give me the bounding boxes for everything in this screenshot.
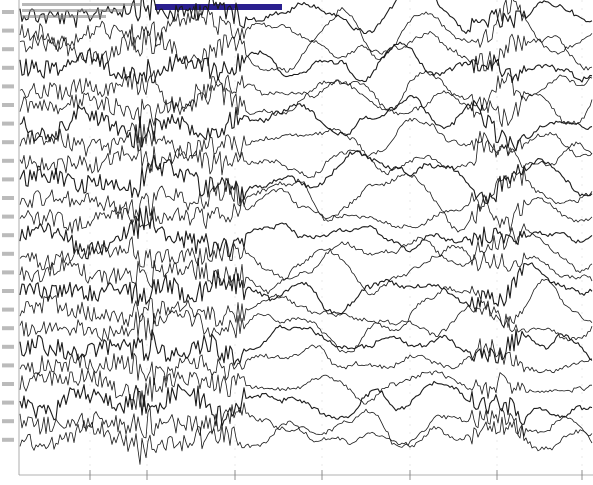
eeg-trace — [19, 223, 593, 281]
eeg-trace — [19, 380, 593, 427]
eeg-trace — [19, 338, 593, 386]
eeg-trace — [19, 117, 593, 162]
channel-label-mark — [2, 84, 14, 89]
eeg-trace — [19, 278, 593, 332]
eeg-trace — [19, 188, 593, 234]
channel-label-mark — [2, 196, 14, 200]
eeg-trace — [19, 150, 593, 205]
eeg-trace — [19, 205, 593, 260]
eeg-trace — [19, 95, 593, 152]
eeg-trace — [19, 300, 593, 354]
channel-label-mark — [2, 363, 14, 368]
channel-label-mark — [2, 270, 14, 275]
eeg-trace — [19, 167, 593, 233]
header-text-block — [22, 15, 106, 18]
channel-label-mark — [2, 382, 14, 386]
header-text-block — [22, 3, 142, 6]
channel-label-mark — [2, 214, 14, 219]
eeg-trace — [19, 262, 593, 315]
header-text-block — [22, 9, 124, 12]
channel-label-mark — [2, 233, 14, 238]
eeg-trace — [19, 0, 593, 60]
eeg-trace — [19, 76, 593, 129]
channel-label-mark — [2, 10, 14, 14]
eeg-trace — [19, 41, 593, 85]
eeg-trace — [19, 137, 593, 179]
eeg-trace — [19, 69, 593, 118]
channel-label-mark — [2, 437, 14, 442]
channel-label-mark — [2, 289, 14, 293]
channel-label-mark — [2, 251, 14, 256]
eeg-trace — [19, 244, 593, 296]
channel-label-mark — [2, 140, 14, 145]
channel-label-mark — [2, 419, 14, 424]
channel-label-mark — [2, 344, 14, 349]
channel-label-mark — [2, 65, 14, 70]
channel-label-mark — [2, 121, 14, 126]
eeg-trace — [19, 324, 593, 366]
channel-label-mark — [2, 28, 14, 33]
channel-label-mark — [2, 400, 14, 405]
channel-label-mark — [2, 307, 14, 312]
channel-label-mark — [2, 326, 14, 331]
channel-label-mark — [2, 158, 14, 163]
channel-label-mark — [2, 177, 14, 182]
channel-label-mark — [2, 103, 14, 107]
eeg-trace — [19, 368, 592, 410]
eeg-trace — [19, 416, 593, 465]
channel-label-mark — [2, 47, 14, 52]
eeg-trace — [19, 21, 593, 73]
eeg-trace — [19, 402, 593, 446]
